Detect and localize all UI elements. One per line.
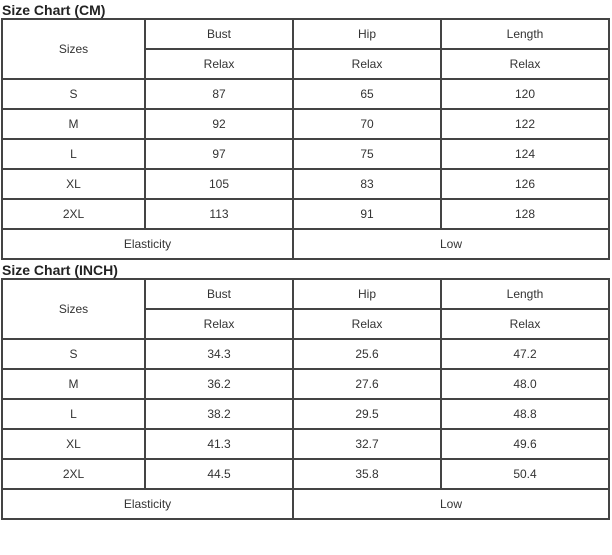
value-cell: 25.6 [292, 338, 442, 370]
elasticity-value: Low [292, 228, 610, 260]
value-cell: 34.3 [144, 338, 294, 370]
elasticity-label: Elasticity [1, 228, 294, 260]
size-cell: 2XL [1, 458, 146, 490]
value-cell: 124 [440, 138, 610, 170]
chart-title: Size Chart (INCH) [2, 262, 118, 278]
table-row: 2XL 44.5 35.8 50.4 [1, 458, 610, 490]
chart-title: Size Chart (CM) [2, 2, 106, 18]
value-cell: 120 [440, 78, 610, 110]
size-chart-table: Sizes Bust Hip Length Relax Relax Relax S 34.3 25… [1, 278, 610, 520]
value-cell: 91 [292, 198, 442, 230]
value-cell: 48.8 [440, 398, 610, 430]
table-row: XL 105 83 126 [1, 168, 610, 200]
table-row: S 87 65 120 [1, 78, 610, 110]
value-cell: 126 [440, 168, 610, 200]
value-cell: 32.7 [292, 428, 442, 460]
value-cell: 92 [144, 108, 294, 140]
table-row: M 92 70 122 [1, 108, 610, 140]
column-header: Hip [292, 278, 442, 310]
table-row: M 36.2 27.6 48.0 [1, 368, 610, 400]
value-cell: 97 [144, 138, 294, 170]
column-header: Length [440, 278, 610, 310]
value-cell: 44.5 [144, 458, 294, 490]
size-cell: XL [1, 428, 146, 460]
column-header: Bust [144, 278, 294, 310]
value-cell: 122 [440, 108, 610, 140]
column-subheader: Relax [144, 308, 294, 340]
value-cell: 29.5 [292, 398, 442, 430]
size-cell: 2XL [1, 198, 146, 230]
sizes-header: Sizes [1, 278, 146, 340]
table-row: 2XL 113 91 128 [1, 198, 610, 230]
size-cell: S [1, 338, 146, 370]
size-cell: XL [1, 168, 146, 200]
table-row: L 97 75 124 [1, 138, 610, 170]
value-cell: 41.3 [144, 428, 294, 460]
elasticity-label: Elasticity [1, 488, 294, 520]
value-cell: 38.2 [144, 398, 294, 430]
value-cell: 50.4 [440, 458, 610, 490]
value-cell: 87 [144, 78, 294, 110]
column-subheader: Relax [292, 308, 442, 340]
table-row: XL 41.3 32.7 49.6 [1, 428, 610, 460]
size-cell: L [1, 398, 146, 430]
value-cell: 70 [292, 108, 442, 140]
value-cell: 47.2 [440, 338, 610, 370]
elasticity-value: Low [292, 488, 610, 520]
value-cell: 49.6 [440, 428, 610, 460]
value-cell: 48.0 [440, 368, 610, 400]
value-cell: 113 [144, 198, 294, 230]
column-header: Length [440, 18, 610, 50]
value-cell: 65 [292, 78, 442, 110]
column-header: Hip [292, 18, 442, 50]
elasticity-row: Elasticity Low [1, 488, 610, 520]
size-cell: L [1, 138, 146, 170]
column-subheader: Relax [144, 48, 294, 80]
subheader-row: Relax Relax Relax [2, 48, 610, 80]
value-cell: 75 [292, 138, 442, 170]
size-chart-table: Sizes Bust Hip Length Relax Relax Relax S 87 65 12… [1, 18, 610, 260]
value-cell: 27.6 [292, 368, 442, 400]
subheader-row: Relax Relax Relax [2, 308, 610, 340]
table-row: S 34.3 25.6 47.2 [1, 338, 610, 370]
size-cell: M [1, 368, 146, 400]
table-row: L 38.2 29.5 48.8 [1, 398, 610, 430]
header-row: Sizes Bust Hip Length [1, 278, 610, 340]
value-cell: 35.8 [292, 458, 442, 490]
value-cell: 36.2 [144, 368, 294, 400]
column-subheader: Relax [440, 48, 610, 80]
size-cell: M [1, 108, 146, 140]
header-row: Sizes Bust Hip Length [1, 18, 610, 80]
value-cell: 128 [440, 198, 610, 230]
column-subheader: Relax [440, 308, 610, 340]
value-cell: 83 [292, 168, 442, 200]
sizes-header: Sizes [1, 18, 146, 80]
size-cell: S [1, 78, 146, 110]
column-subheader: Relax [292, 48, 442, 80]
value-cell: 105 [144, 168, 294, 200]
size-charts: Size Chart (CM) Sizes Bust Hip Length Relax R… [1, 2, 610, 520]
elasticity-row: Elasticity Low [1, 228, 610, 260]
column-header: Bust [144, 18, 294, 50]
